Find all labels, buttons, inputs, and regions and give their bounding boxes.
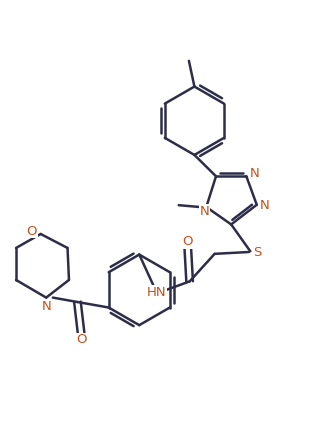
Text: O: O bbox=[182, 235, 193, 248]
Text: O: O bbox=[26, 224, 37, 238]
Text: S: S bbox=[253, 245, 261, 259]
Text: N: N bbox=[41, 300, 51, 313]
Text: HN: HN bbox=[147, 286, 166, 299]
Text: N: N bbox=[200, 205, 209, 218]
Text: O: O bbox=[76, 333, 86, 346]
Text: N: N bbox=[260, 199, 270, 212]
Text: N: N bbox=[249, 167, 259, 180]
